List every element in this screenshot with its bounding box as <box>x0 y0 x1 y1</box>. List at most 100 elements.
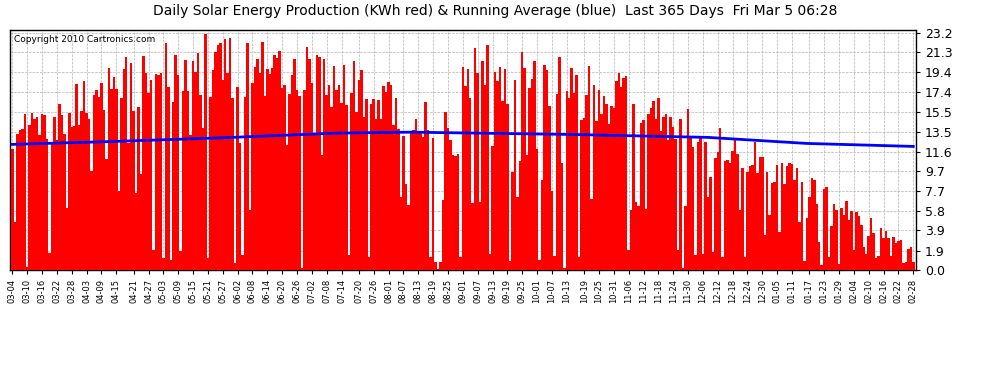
Bar <box>412 130 415 270</box>
Bar <box>702 254 704 270</box>
Bar <box>189 135 192 270</box>
Bar <box>791 164 793 270</box>
Bar <box>496 81 499 270</box>
Bar <box>890 256 892 270</box>
Bar <box>227 73 229 270</box>
Bar <box>98 97 100 270</box>
Bar <box>461 67 464 270</box>
Bar <box>148 93 149 270</box>
Bar <box>303 90 306 270</box>
Bar <box>821 265 823 270</box>
Bar <box>692 147 694 270</box>
Bar <box>481 62 484 270</box>
Bar <box>135 193 138 270</box>
Bar <box>524 68 526 270</box>
Bar <box>288 94 291 270</box>
Bar <box>16 134 19 270</box>
Bar <box>367 257 370 270</box>
Bar <box>456 154 459 270</box>
Bar <box>296 90 298 270</box>
Bar <box>90 171 93 270</box>
Bar <box>298 96 301 270</box>
Bar <box>53 117 55 270</box>
Bar <box>813 180 816 270</box>
Bar <box>115 89 118 270</box>
Bar <box>689 136 692 270</box>
Bar <box>387 82 390 270</box>
Bar <box>422 137 425 270</box>
Bar <box>397 129 400 270</box>
Bar <box>732 151 734 270</box>
Bar <box>484 85 486 270</box>
Bar <box>550 191 553 270</box>
Bar <box>516 196 519 270</box>
Bar <box>380 119 382 270</box>
Bar <box>207 258 209 270</box>
Bar <box>21 129 24 270</box>
Bar <box>722 257 724 270</box>
Bar <box>355 112 357 270</box>
Bar <box>669 117 672 270</box>
Bar <box>209 97 212 270</box>
Bar <box>575 75 578 270</box>
Bar <box>55 140 58 270</box>
Bar <box>301 268 303 270</box>
Bar <box>152 251 154 270</box>
Bar <box>905 262 907 270</box>
Bar <box>737 154 739 270</box>
Bar <box>719 128 722 270</box>
Bar <box>341 104 343 270</box>
Bar <box>907 249 910 270</box>
Bar <box>49 254 50 270</box>
Bar <box>704 142 707 270</box>
Bar <box>489 254 491 270</box>
Bar <box>897 241 900 270</box>
Bar <box>560 163 563 270</box>
Bar <box>644 210 647 270</box>
Bar <box>479 202 481 270</box>
Bar <box>816 204 818 270</box>
Bar <box>593 85 595 270</box>
Bar <box>734 138 737 270</box>
Bar <box>125 57 128 270</box>
Bar <box>263 96 266 270</box>
Bar <box>803 261 806 270</box>
Bar <box>405 184 407 270</box>
Bar <box>773 182 776 270</box>
Bar <box>271 68 273 270</box>
Bar <box>491 146 494 270</box>
Bar <box>204 34 207 270</box>
Bar <box>682 268 684 270</box>
Bar <box>281 88 283 270</box>
Bar <box>850 211 852 270</box>
Bar <box>440 262 442 270</box>
Bar <box>743 257 746 270</box>
Bar <box>258 73 261 270</box>
Bar <box>217 45 219 270</box>
Bar <box>618 74 620 270</box>
Bar <box>857 216 860 270</box>
Bar <box>199 95 202 270</box>
Bar <box>603 96 605 270</box>
Bar <box>828 257 831 270</box>
Bar <box>159 73 162 270</box>
Bar <box>244 97 247 270</box>
Bar <box>679 119 682 270</box>
Bar <box>149 80 152 270</box>
Bar <box>580 120 583 270</box>
Bar <box>11 149 14 270</box>
Bar <box>385 93 387 270</box>
Bar <box>875 258 877 270</box>
Text: Daily Solar Energy Production (KWh red) & Running Average (blue)  Last 365 Days : Daily Solar Energy Production (KWh red) … <box>152 4 838 18</box>
Bar <box>229 38 232 270</box>
Bar <box>172 102 174 270</box>
Bar <box>833 204 836 270</box>
Bar <box>187 91 189 270</box>
Bar <box>100 83 103 270</box>
Bar <box>677 250 679 270</box>
Bar <box>357 80 360 270</box>
Bar <box>654 119 657 270</box>
Bar <box>474 48 476 270</box>
Bar <box>130 63 133 270</box>
Bar <box>242 255 244 270</box>
